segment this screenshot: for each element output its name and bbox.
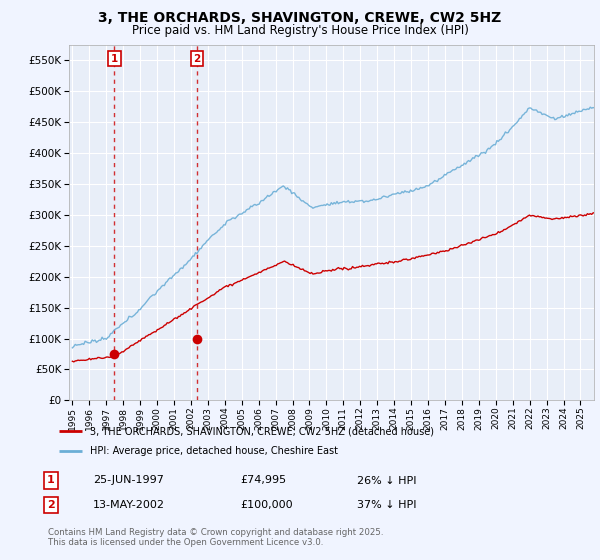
Text: 26% ↓ HPI: 26% ↓ HPI	[357, 475, 416, 486]
Text: 1: 1	[47, 475, 55, 486]
Text: 25-JUN-1997: 25-JUN-1997	[93, 475, 164, 486]
Text: Contains HM Land Registry data © Crown copyright and database right 2025.
This d: Contains HM Land Registry data © Crown c…	[48, 528, 383, 547]
Text: 3, THE ORCHARDS, SHAVINGTON, CREWE, CW2 5HZ (detached house): 3, THE ORCHARDS, SHAVINGTON, CREWE, CW2 …	[90, 426, 434, 436]
Text: 37% ↓ HPI: 37% ↓ HPI	[357, 500, 416, 510]
Text: £100,000: £100,000	[240, 500, 293, 510]
Text: HPI: Average price, detached house, Cheshire East: HPI: Average price, detached house, Ches…	[90, 446, 338, 456]
Text: 1: 1	[111, 54, 118, 64]
Text: £74,995: £74,995	[240, 475, 286, 486]
Text: 3, THE ORCHARDS, SHAVINGTON, CREWE, CW2 5HZ: 3, THE ORCHARDS, SHAVINGTON, CREWE, CW2 …	[98, 11, 502, 25]
Text: 2: 2	[193, 54, 200, 64]
Text: 2: 2	[47, 500, 55, 510]
Text: Price paid vs. HM Land Registry's House Price Index (HPI): Price paid vs. HM Land Registry's House …	[131, 24, 469, 36]
Text: 13-MAY-2002: 13-MAY-2002	[93, 500, 165, 510]
